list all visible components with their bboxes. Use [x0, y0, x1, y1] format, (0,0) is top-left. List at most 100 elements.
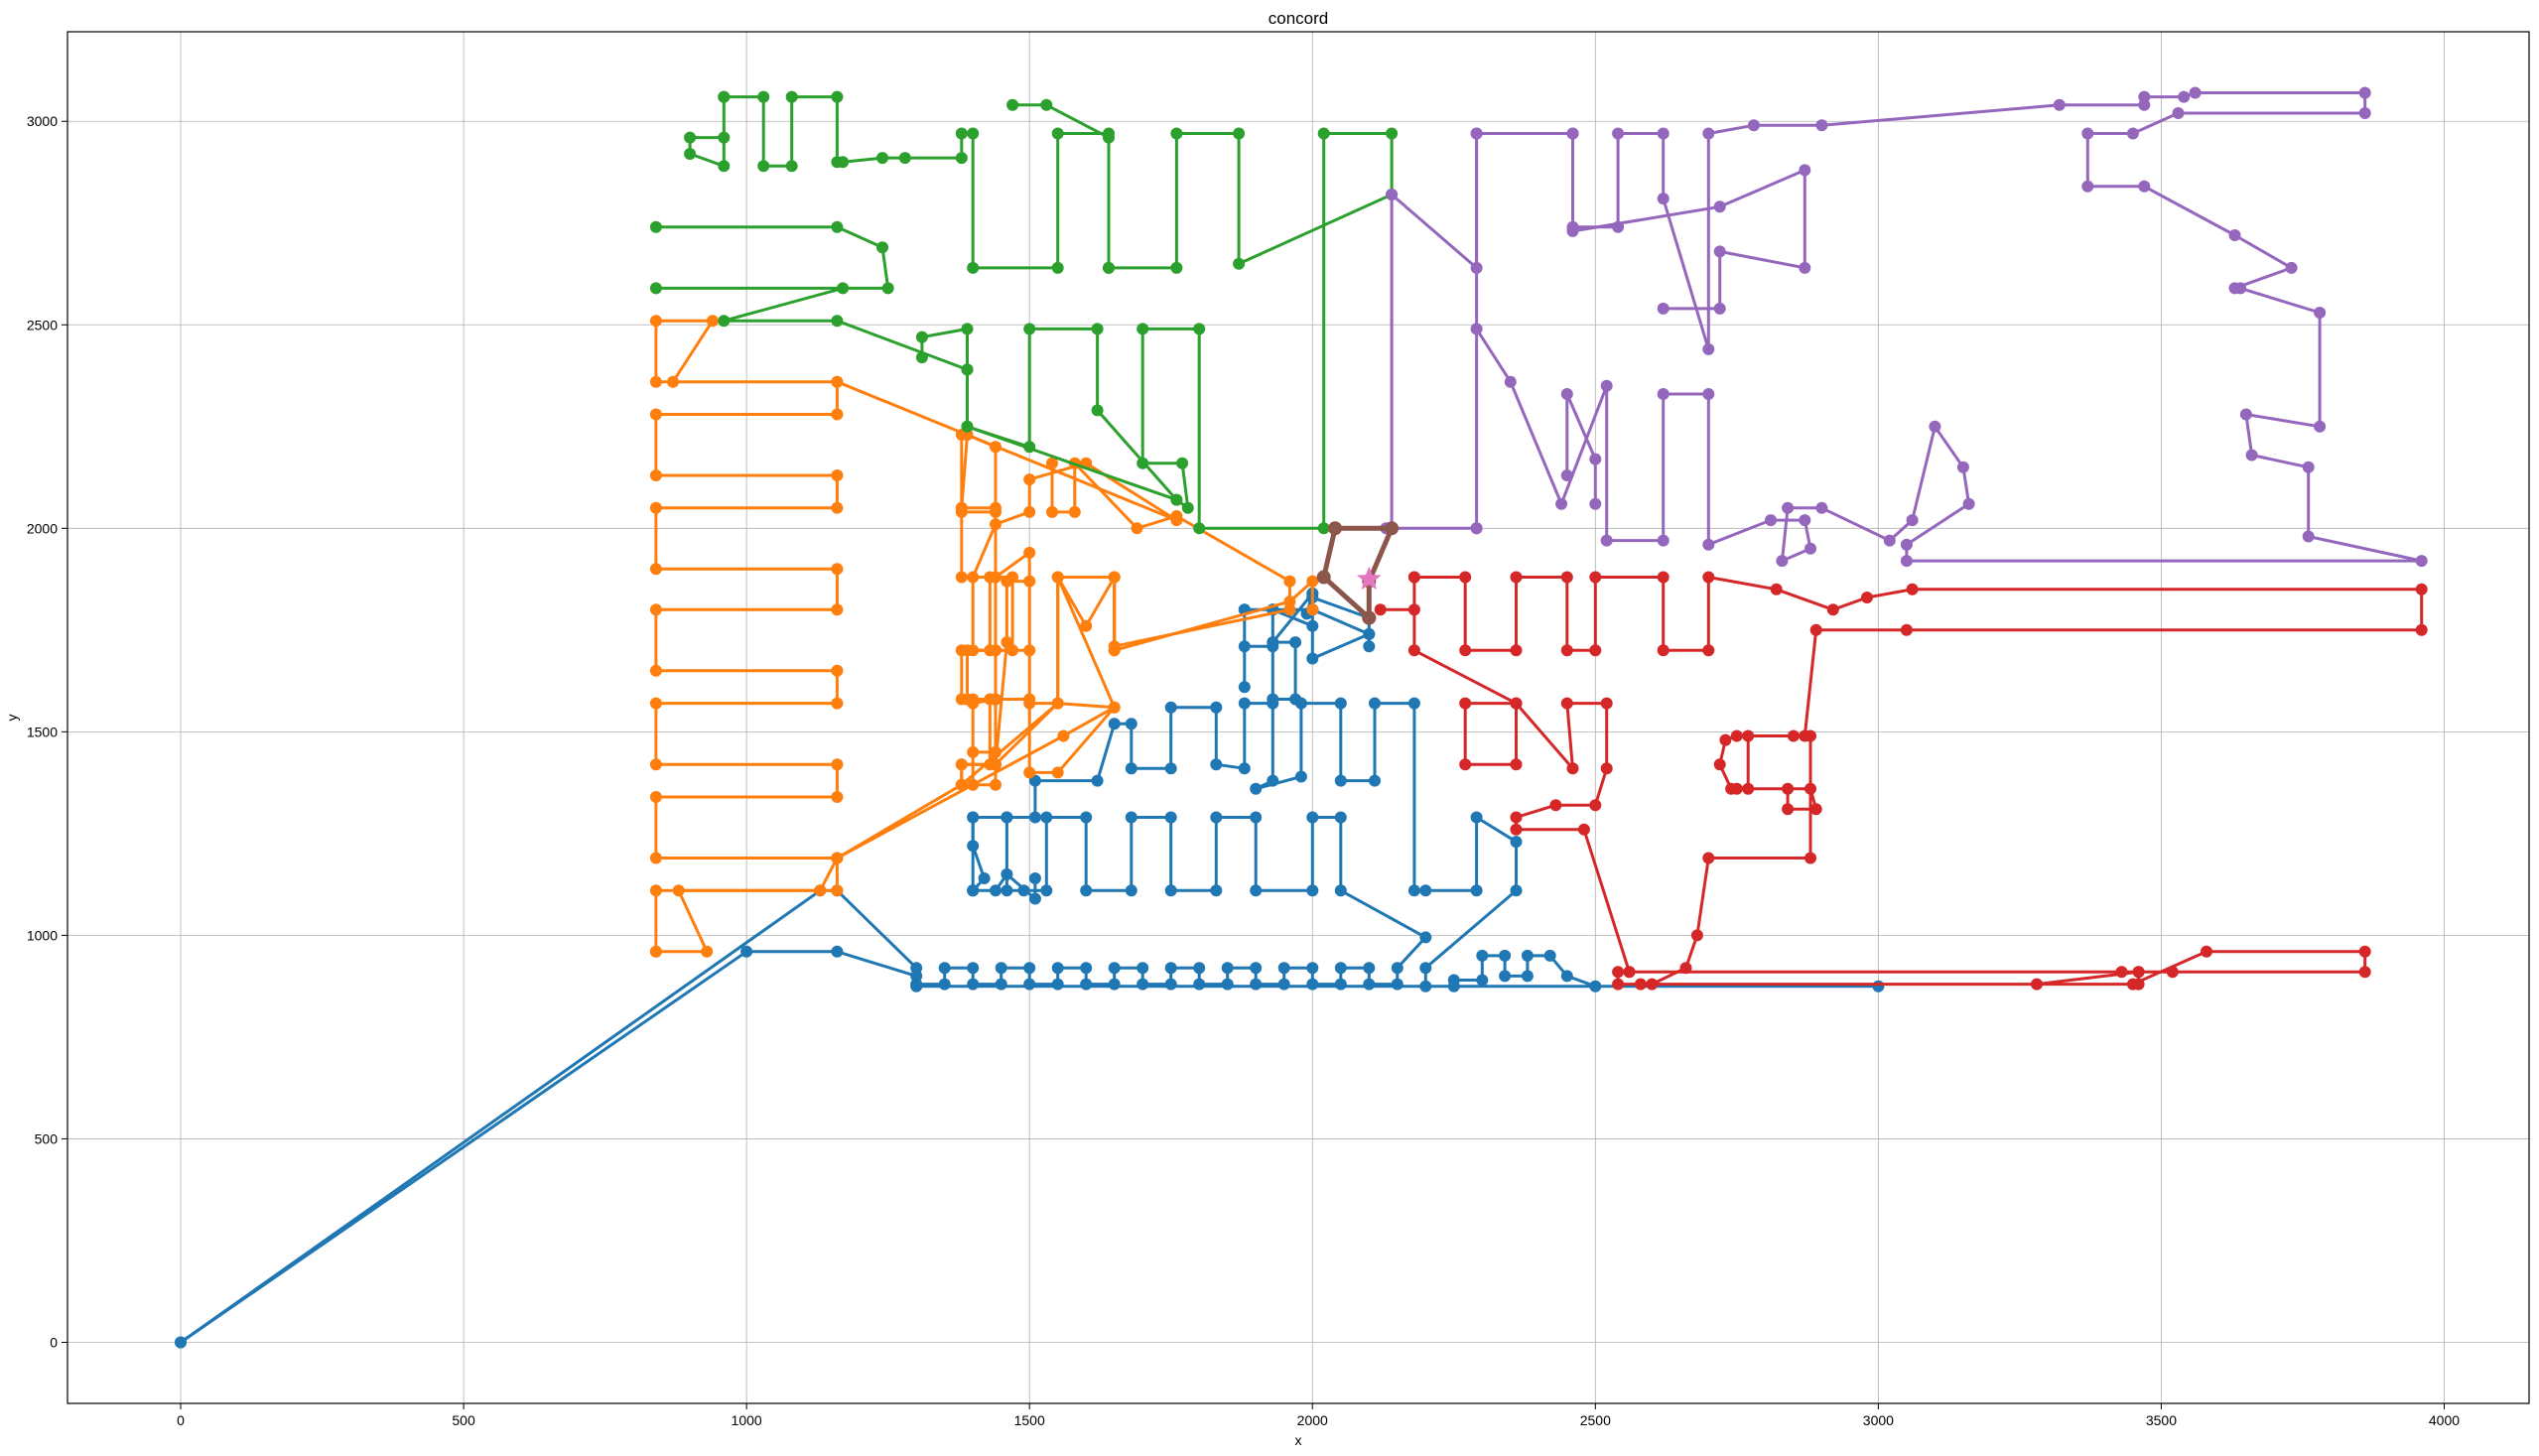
route-point — [955, 778, 968, 791]
series-route — [1380, 86, 2428, 568]
route-point — [1419, 962, 1432, 975]
route-point — [1956, 461, 1969, 473]
route-point — [961, 363, 974, 376]
x-tick-label: 2000 — [1297, 1412, 1328, 1428]
route-point — [2138, 180, 2151, 193]
route-point — [649, 664, 662, 677]
route-point — [1657, 193, 1670, 205]
route-point — [740, 945, 753, 958]
route-point — [1369, 697, 1381, 710]
route-point — [1510, 836, 1523, 849]
route-point — [1001, 867, 1013, 880]
route-line — [1629, 970, 2141, 985]
route-point — [1510, 644, 1523, 657]
route-point — [1419, 884, 1432, 897]
route-point — [961, 420, 974, 433]
route-point — [1164, 884, 1177, 897]
route-point — [1103, 261, 1115, 274]
route-point — [831, 603, 844, 616]
route-point — [1499, 949, 1512, 962]
route-point — [1317, 522, 1330, 535]
route-point — [961, 693, 974, 706]
route-point — [1125, 718, 1137, 730]
route-point — [1713, 245, 1726, 258]
route-point — [831, 758, 844, 771]
route-point — [1657, 302, 1670, 315]
route-point — [1028, 872, 1041, 884]
route-point — [1374, 603, 1387, 616]
route-point — [2132, 978, 2145, 991]
route-point — [1809, 803, 1822, 816]
route-point — [2053, 98, 2066, 111]
route-point — [1702, 571, 1715, 584]
series-route — [1560, 388, 1602, 510]
route-point — [1589, 980, 1602, 993]
route-point — [1170, 493, 1183, 506]
route-point — [1108, 701, 1121, 714]
route-point — [1051, 261, 1064, 274]
route-point — [1363, 627, 1376, 640]
route-point — [1702, 852, 1715, 864]
route-line — [967, 327, 1178, 501]
route-point — [990, 693, 1002, 706]
x-tick-label: 3500 — [2146, 1412, 2177, 1428]
route-point — [757, 160, 770, 173]
route-point — [1108, 640, 1121, 653]
route-point — [1560, 970, 1573, 983]
x-axis-label: x — [1295, 1432, 1302, 1448]
route-point — [1136, 962, 1149, 975]
route-point — [1080, 962, 1093, 975]
y-tick-label: 1000 — [27, 927, 58, 943]
route-point — [1787, 729, 1800, 742]
route-point — [1815, 501, 1828, 514]
route-point — [2245, 449, 2258, 462]
route-point — [1782, 782, 1795, 795]
route-point — [1929, 420, 1941, 433]
route-point — [1713, 200, 1726, 213]
route-point — [649, 852, 662, 864]
route-line — [1386, 91, 2424, 563]
route-point — [1306, 603, 1319, 616]
route-point — [649, 563, 662, 576]
route-point — [831, 156, 844, 169]
route-point — [2138, 98, 2151, 111]
route-point — [1164, 962, 1177, 975]
route-point — [1250, 884, 1263, 897]
route-point — [2285, 261, 2298, 274]
route-point — [876, 152, 888, 165]
route-point — [1510, 758, 1523, 771]
route-point — [1040, 811, 1053, 824]
route-point — [1459, 697, 1472, 710]
route-point — [1799, 514, 1811, 527]
route-point — [1499, 970, 1512, 983]
route-point — [1131, 522, 1143, 535]
route-point — [1051, 127, 1064, 140]
route-point — [2302, 530, 2315, 543]
route-point — [2031, 978, 2043, 991]
plot-frame — [67, 31, 2530, 1404]
route-point — [1702, 342, 1715, 355]
route-point — [1023, 473, 1036, 486]
y-tick-label: 3000 — [27, 113, 58, 129]
route-point — [1028, 811, 1041, 824]
route-point — [1023, 962, 1036, 975]
route-point — [1103, 131, 1115, 144]
route-point — [938, 962, 951, 975]
route-point — [1713, 302, 1726, 315]
route-point — [1702, 538, 1715, 551]
route-point — [1634, 978, 1647, 991]
route-point — [718, 315, 731, 328]
route-point — [1046, 457, 1058, 469]
route-point — [1623, 966, 1636, 979]
y-tick-label: 2500 — [27, 317, 58, 332]
route-point — [1369, 774, 1381, 787]
route-point — [990, 758, 1002, 771]
route-point — [1589, 497, 1602, 510]
route-point — [2126, 127, 2139, 140]
route-point — [1589, 799, 1602, 812]
route-point — [1006, 98, 1019, 111]
depot-star-marker — [1356, 566, 1382, 591]
route-point — [1051, 766, 1064, 779]
route-point — [2415, 583, 2428, 596]
route-point — [2358, 86, 2371, 99]
